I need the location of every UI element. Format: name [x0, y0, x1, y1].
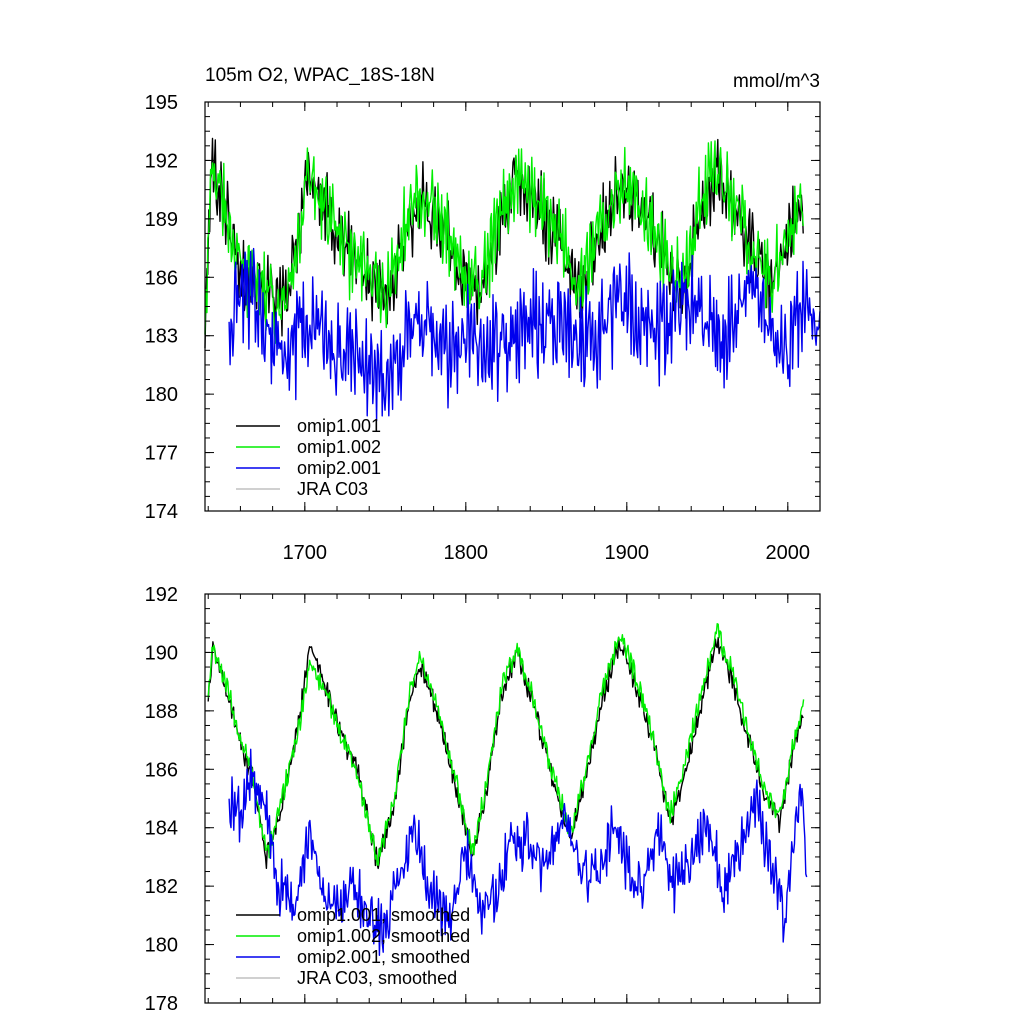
top-y-tick-label: 174 — [145, 501, 178, 523]
bottom-y-tick-label: 180 — [145, 935, 178, 957]
bottom-plot-area — [207, 623, 808, 956]
bottom-axes: 178 180 182 184 186 188 190 192 — [145, 584, 821, 1015]
top-axes: 174 177 180 183 186 189 192 195 1700 1800 1900 2000 — [145, 92, 821, 564]
top-legend-label: JRA C03 — [297, 479, 368, 499]
top-y-tick-label: 180 — [145, 384, 178, 406]
top-legend-label: omip1.001 — [297, 416, 381, 436]
bottom-series-line-0 — [207, 636, 804, 870]
bottom-y-tick-label: 192 — [145, 584, 178, 606]
top-x-tick-label: 1900 — [605, 542, 650, 564]
bottom-y-tick-label: 186 — [145, 759, 178, 781]
bottom-series-line-1 — [207, 623, 805, 866]
top-plot-area — [204, 137, 821, 422]
top-y-tick-label: 177 — [145, 443, 178, 465]
bottom-series-line-2 — [228, 748, 808, 956]
top-x-tick-label: 2000 — [766, 542, 811, 564]
top-x-tick-label: 1800 — [444, 542, 489, 564]
top-title-left: 105m O2, WPAC_18S-18N — [205, 65, 435, 86]
bottom-y-tick-label: 188 — [145, 701, 178, 723]
top-legend-label: omip1.002 — [297, 437, 381, 457]
bottom-legend-label: JRA C03, smoothed — [297, 968, 457, 988]
top-y-tick-label: 186 — [145, 267, 178, 289]
top-series-line-1 — [204, 140, 804, 344]
bottom-panel: 178 180 182 184 186 188 190 192 omip1.001, smoo… — [145, 584, 821, 1015]
top-title-right: mmol/m^3 — [733, 71, 820, 92]
top-y-tick-label: 189 — [145, 209, 178, 231]
top-y-tick-label: 195 — [145, 92, 178, 114]
top-x-tick-label: 1700 — [283, 542, 328, 564]
top-y-tick-label: 183 — [145, 326, 178, 348]
top-panel: 105m O2, WPAC_18S-18N mmol/m^3 174 177 180… — [145, 65, 821, 564]
top-y-tick-label: 192 — [145, 150, 178, 172]
bottom-y-tick-label: 190 — [145, 642, 178, 664]
bottom-legend-label: omip1.002, smoothed — [297, 926, 470, 946]
top-legend-label: omip2.001 — [297, 458, 381, 478]
bottom-legend-label: omip1.001, smoothed — [297, 905, 470, 925]
bottom-legend-label: omip2.001, smoothed — [297, 947, 470, 967]
bottom-y-tick-label: 178 — [145, 993, 178, 1015]
top-series-line-2 — [228, 247, 821, 422]
bottom-y-tick-label: 182 — [145, 876, 178, 898]
bottom-y-tick-label: 184 — [145, 818, 178, 840]
